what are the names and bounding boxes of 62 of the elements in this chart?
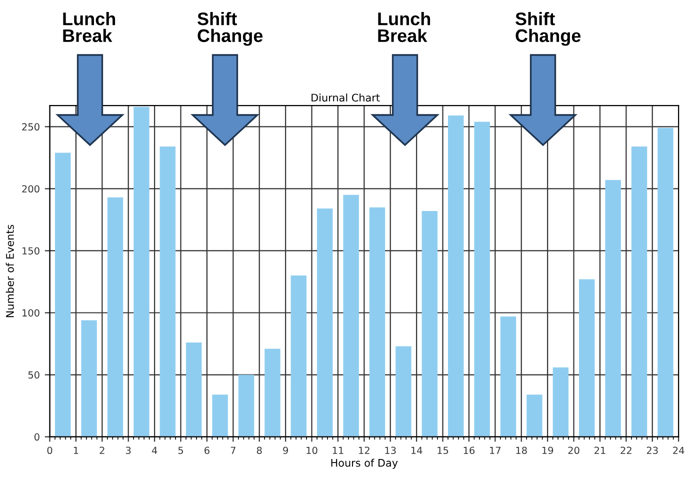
x-tick-label: 14 (411, 446, 422, 454)
y-axis-title: Number of Events (6, 224, 14, 318)
x-tick-label: 0 (47, 446, 52, 454)
x-tick-label: 22 (620, 446, 632, 454)
x-tick-label: 12 (359, 446, 370, 454)
x-tick-label: 5 (178, 446, 183, 454)
bar (160, 146, 176, 437)
x-tick-label: 4 (152, 446, 158, 454)
x-tick-label: 16 (464, 446, 475, 454)
x-tick-label: 2 (100, 446, 104, 454)
y-tick-label: 100 (22, 309, 40, 317)
bar (212, 394, 228, 437)
x-tick-label: 1 (74, 446, 78, 454)
x-tick-label: 7 (230, 446, 236, 454)
bar (631, 146, 648, 437)
bar (81, 320, 97, 437)
x-tick-label: 19 (542, 446, 554, 454)
y-tick-label: 0 (34, 433, 40, 441)
y-tick-label: 50 (28, 371, 40, 379)
x-tick-label: 17 (490, 446, 501, 454)
bar (474, 122, 490, 437)
bar (448, 116, 464, 437)
x-tick-label: 18 (516, 446, 527, 454)
bar (369, 207, 386, 437)
x-tick-label: 6 (204, 446, 210, 454)
x-axis-title: Hours of Day (331, 458, 398, 469)
text: Lunch Break (63, 12, 116, 42)
bar (422, 211, 438, 437)
text: Lunch Break (378, 12, 430, 42)
y-tick-label: 150 (22, 247, 40, 255)
x-tick-label: 20 (568, 446, 580, 454)
bar (396, 346, 412, 437)
bar (526, 394, 542, 437)
bar (264, 348, 280, 437)
bar (107, 197, 124, 437)
bar (658, 128, 674, 437)
chart-title: Diurnal Chart (312, 94, 380, 102)
bar (186, 342, 202, 437)
y-tick-label: 200 (22, 185, 40, 193)
x-tick-label: 13 (385, 446, 396, 454)
bar (500, 316, 516, 437)
text: Shift Change (198, 12, 263, 46)
text: Shift Change (516, 12, 581, 46)
x-tick-label: 24 (673, 446, 684, 454)
bar (552, 367, 569, 437)
bar (54, 152, 71, 437)
y-tick-label: 250 (22, 123, 40, 131)
bar (316, 208, 333, 437)
x-tick-label: 23 (646, 446, 658, 454)
x-tick-label: 15 (438, 446, 448, 454)
x-tick-label: 10 (306, 446, 318, 454)
bar (238, 374, 254, 437)
x-tick-label: 9 (283, 446, 288, 454)
x-tick-label: 8 (256, 446, 262, 454)
bar (134, 106, 150, 437)
x-tick-label: 11 (332, 446, 344, 454)
bar (579, 279, 595, 437)
bar (290, 276, 307, 437)
bar (343, 194, 359, 437)
x-tick-label: 3 (126, 446, 131, 454)
x-tick-label: 21 (594, 446, 606, 454)
bar (605, 180, 621, 437)
